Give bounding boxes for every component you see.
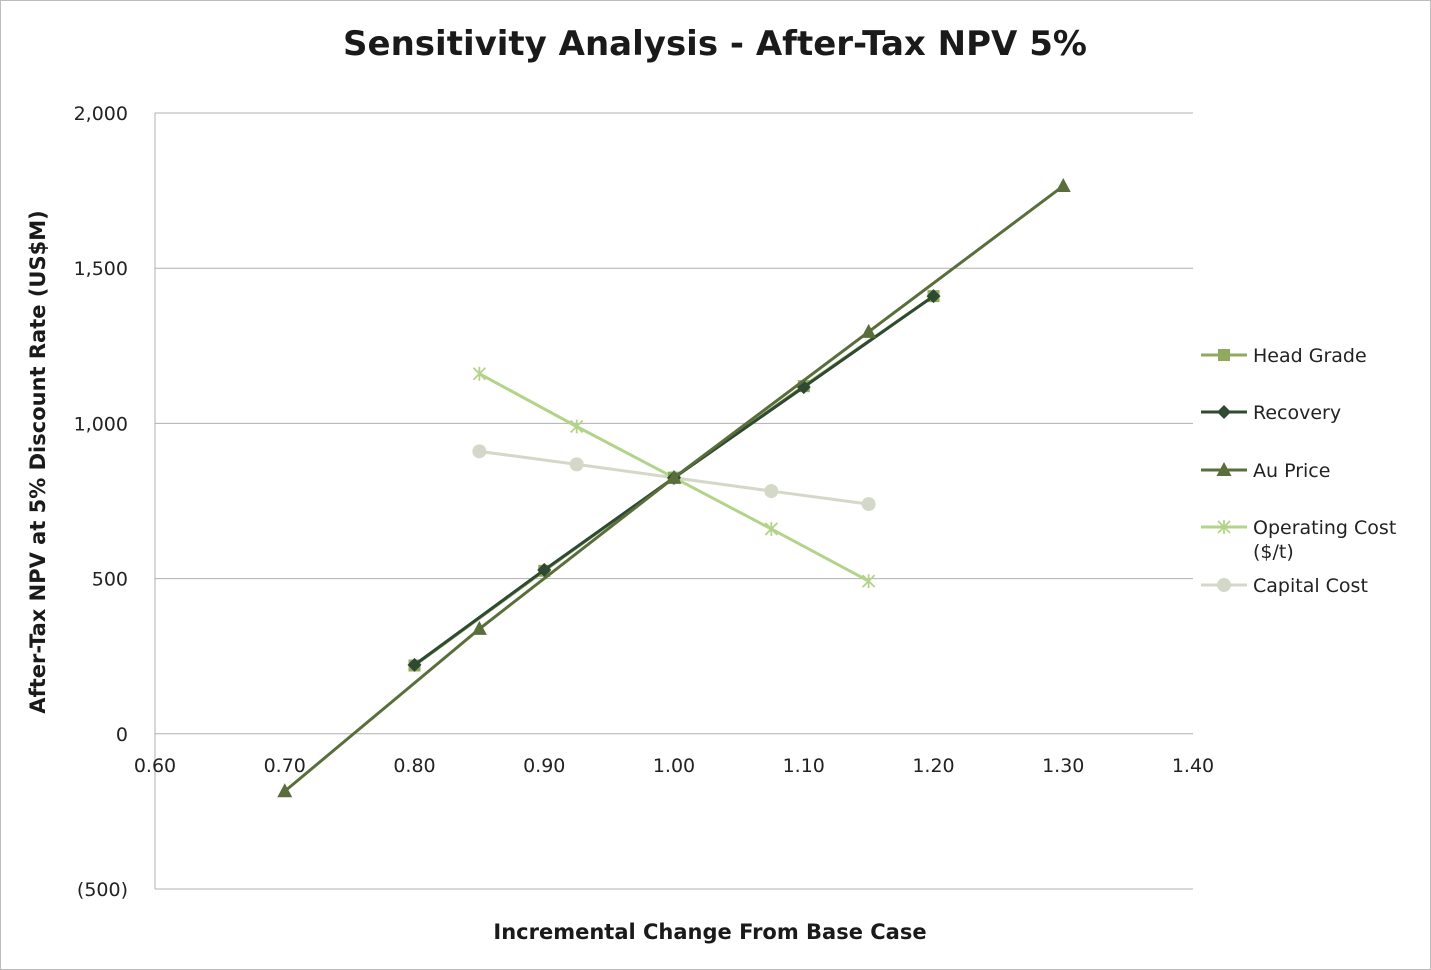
legend-entry: Au Price	[1201, 460, 1330, 482]
legend-entry: Recovery	[1201, 402, 1341, 424]
legend-label: Head Grade	[1253, 345, 1367, 367]
x-tick-label: 1.40	[1172, 755, 1214, 777]
data-point	[926, 289, 941, 304]
legend-entry: Operating Cost($/t)	[1201, 517, 1396, 563]
series-group	[277, 177, 1071, 798]
x-tick-label: 0.60	[134, 755, 176, 777]
data-point	[861, 574, 876, 589]
legend-marker	[1216, 462, 1232, 476]
data-point	[666, 469, 682, 484]
legend-label: Recovery	[1253, 402, 1341, 424]
x-tick-label: 0.80	[393, 755, 435, 777]
data-point	[569, 457, 584, 472]
series-line	[283, 184, 1065, 793]
series-au-price	[277, 177, 1071, 798]
data-point	[537, 562, 552, 577]
legend-label: Au Price	[1253, 460, 1330, 482]
x-tick-label: 0.70	[264, 755, 306, 777]
legend-marker	[1218, 349, 1230, 361]
x-tick-label: 1.10	[783, 755, 825, 777]
data-point	[1055, 177, 1071, 192]
data-point	[277, 783, 293, 798]
data-point	[861, 323, 877, 338]
chart-title: Sensitivity Analysis - After-Tax NPV 5%	[343, 24, 1087, 64]
y-axis-title: After-Tax NPV at 5% Discount Rate (US$M)	[26, 210, 50, 713]
data-point	[764, 521, 778, 536]
y-tick-label: 500	[92, 569, 128, 591]
y-tick-label: (500)	[77, 879, 128, 901]
y-tick-labels: 2,000 1,500 1,000 500 0 (500)	[74, 103, 128, 901]
y-tick-label: 1,500	[74, 258, 128, 280]
x-tick-label: 1.20	[912, 755, 954, 777]
data-point	[471, 620, 487, 635]
data-point	[861, 497, 876, 512]
grid	[154, 112, 1193, 890]
legend-entry: Head Grade	[1201, 345, 1367, 367]
x-tick-labels: 0.60 0.70 0.80 0.90 1.00 1.10 1.20 1.30 1.40	[134, 755, 1214, 777]
data-point	[407, 657, 422, 672]
data-point	[472, 444, 487, 459]
data-point	[472, 366, 487, 381]
data-point	[764, 484, 779, 499]
legend-marker	[1217, 520, 1231, 534]
x-tick-label: 1.30	[1042, 755, 1084, 777]
legend-label: Capital Cost	[1253, 575, 1368, 597]
legend: Head Grade Recovery Au Price Operating Cost…	[1201, 345, 1396, 597]
x-tick-label: 1.00	[653, 755, 695, 777]
legend-label: ($/t)	[1253, 541, 1294, 563]
y-tick-label: 2,000	[74, 103, 128, 125]
y-tick-label: 0	[116, 724, 128, 746]
x-tick-label: 0.90	[523, 755, 565, 777]
legend-entry: Capital Cost	[1201, 575, 1368, 597]
x-axis-title: Incremental Change From Base Case	[493, 920, 926, 944]
legend-label: Operating Cost	[1253, 517, 1396, 539]
data-point	[570, 419, 584, 434]
y-tick-label: 1,000	[74, 413, 128, 435]
legend-marker	[1217, 578, 1231, 592]
legend-marker	[1217, 405, 1231, 419]
